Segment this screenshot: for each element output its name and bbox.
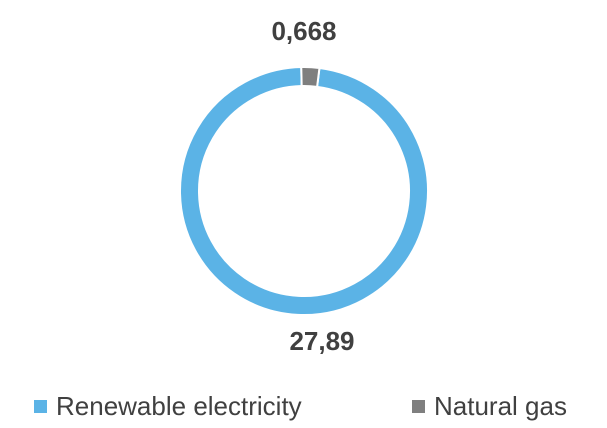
data-label-natural-gas: 0,668 [271,16,336,46]
legend-label-renewable-electricity: Renewable electricity [56,391,302,421]
legend-item-natural-gas: Natural gas [412,391,567,421]
legend: Renewable electricity Natural gas [34,391,567,421]
legend-swatch-renewable-electricity [34,400,47,413]
slice-natural-gas [300,66,321,88]
data-label-renewable-electricity: 27,89 [289,326,354,356]
data-labels: 0,668 27,89 [271,16,354,356]
slice-renewable-electricity [179,66,429,316]
legend-label-natural-gas: Natural gas [434,391,567,421]
legend-swatch-natural-gas [412,400,425,413]
legend-item-renewable-electricity: Renewable electricity [34,391,302,421]
donut-slices [179,66,429,316]
